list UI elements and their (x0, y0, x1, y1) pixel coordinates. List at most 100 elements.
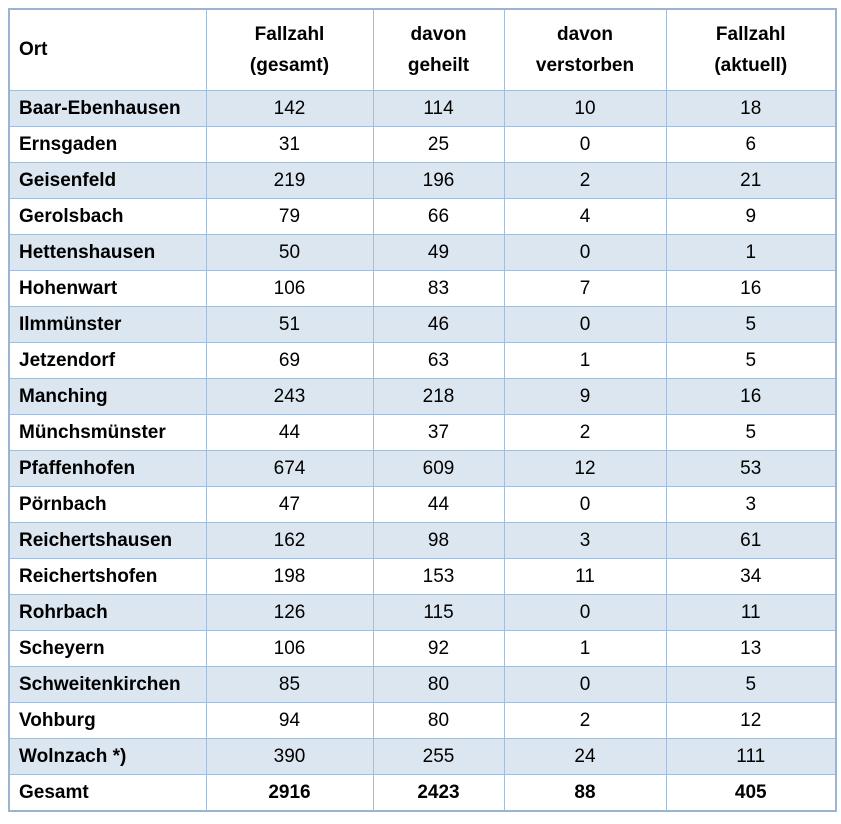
value-cell-gesamt: 162 (205, 522, 374, 559)
value-cell-aktuell: 61 (665, 522, 837, 559)
column-header-davon-verstorben: davon verstorben (503, 8, 667, 91)
value-cell-aktuell: 34 (665, 558, 837, 595)
value-cell-verstorben: 3 (503, 522, 667, 559)
table-row: Reichertshausen 162 98 3 61 (8, 522, 837, 559)
table-body: Baar-Ebenhausen 142 114 10 18 Ernsgaden 31 25 0 6… (8, 90, 837, 812)
value-cell-gesamt: 390 (205, 738, 374, 775)
table-row: Geisenfeld 219 196 2 21 (8, 162, 837, 199)
value-cell-verstorben: 24 (503, 738, 667, 775)
value-cell-verstorben: 4 (503, 198, 667, 235)
ort-cell: Baar-Ebenhausen (8, 90, 207, 127)
table-row: Baar-Ebenhausen 142 114 10 18 (8, 90, 837, 127)
header-row: Ort Fallzahl (gesamt) davon geheilt davo… (8, 8, 837, 91)
ort-cell: Scheyern (8, 630, 207, 667)
value-cell-aktuell: 18 (665, 90, 837, 127)
column-header-label: Fallzahl (715, 24, 786, 45)
value-cell-gesamt: 106 (205, 630, 374, 667)
value-cell-geheilt: 92 (372, 630, 505, 667)
ort-cell: Schweitenkirchen (8, 666, 207, 703)
ort-cell: Reichertshausen (8, 522, 207, 559)
value-cell-aktuell: 5 (665, 666, 837, 703)
value-cell-aktuell: 21 (665, 162, 837, 199)
ort-cell: Hohenwart (8, 270, 207, 307)
value-cell-verstorben: 0 (503, 486, 667, 523)
value-cell-gesamt: 47 (205, 486, 374, 523)
column-header-label: verstorben (535, 55, 635, 76)
value-cell-geheilt: 66 (372, 198, 505, 235)
value-cell-verstorben: 88 (503, 774, 667, 812)
value-cell-gesamt: 142 (205, 90, 374, 127)
column-header-label: Fallzahl (254, 24, 325, 45)
value-cell-verstorben: 0 (503, 306, 667, 343)
table-row: Ilmmünster 51 46 0 5 (8, 306, 837, 343)
value-cell-gesamt: 2916 (205, 774, 374, 812)
ort-cell: Manching (8, 378, 207, 415)
ort-cell: Hettenshausen (8, 234, 207, 271)
value-cell-aktuell: 5 (665, 342, 837, 379)
value-cell-gesamt: 44 (205, 414, 374, 451)
column-header-ort: Ort (8, 8, 207, 91)
column-header-label: Ort (19, 39, 48, 60)
table-row: Hettenshausen 50 49 0 1 (8, 234, 837, 271)
value-cell-aktuell: 1 (665, 234, 837, 271)
value-cell-geheilt: 46 (372, 306, 505, 343)
value-cell-gesamt: 94 (205, 702, 374, 739)
covid-cases-table: Ort Fallzahl (gesamt) davon geheilt davo… (8, 8, 837, 812)
column-header-label: (gesamt) (249, 55, 330, 76)
ort-cell: Gerolsbach (8, 198, 207, 235)
value-cell-geheilt: 255 (372, 738, 505, 775)
value-cell-gesamt: 219 (205, 162, 374, 199)
value-cell-gesamt: 243 (205, 378, 374, 415)
table-row: Ernsgaden 31 25 0 6 (8, 126, 837, 163)
ort-cell: Rohrbach (8, 594, 207, 631)
value-cell-aktuell: 6 (665, 126, 837, 163)
value-cell-aktuell: 13 (665, 630, 837, 667)
value-cell-geheilt: 49 (372, 234, 505, 271)
value-cell-geheilt: 153 (372, 558, 505, 595)
value-cell-geheilt: 98 (372, 522, 505, 559)
value-cell-gesamt: 126 (205, 594, 374, 631)
value-cell-verstorben: 1 (503, 630, 667, 667)
column-header-davon-geheilt: davon geheilt (372, 8, 505, 91)
value-cell-aktuell: 16 (665, 270, 837, 307)
ort-cell: Pfaffenhofen (8, 450, 207, 487)
value-cell-verstorben: 10 (503, 90, 667, 127)
value-cell-geheilt: 80 (372, 702, 505, 739)
value-cell-aktuell: 111 (665, 738, 837, 775)
table-row: Jetzendorf 69 63 1 5 (8, 342, 837, 379)
value-cell-gesamt: 674 (205, 450, 374, 487)
value-cell-aktuell: 5 (665, 414, 837, 451)
value-cell-gesamt: 85 (205, 666, 374, 703)
table-row: Münchsmünster 44 37 2 5 (8, 414, 837, 451)
value-cell-gesamt: 51 (205, 306, 374, 343)
value-cell-geheilt: 114 (372, 90, 505, 127)
value-cell-gesamt: 31 (205, 126, 374, 163)
column-header-label: davon (410, 24, 467, 45)
ort-cell: Wolnzach *) (8, 738, 207, 775)
table-row: Wolnzach *) 390 255 24 111 (8, 738, 837, 775)
value-cell-aktuell: 9 (665, 198, 837, 235)
value-cell-geheilt: 44 (372, 486, 505, 523)
value-cell-geheilt: 609 (372, 450, 505, 487)
value-cell-geheilt: 115 (372, 594, 505, 631)
ort-cell: Ernsgaden (8, 126, 207, 163)
value-cell-verstorben: 0 (503, 126, 667, 163)
table-row: Manching 243 218 9 16 (8, 378, 837, 415)
value-cell-geheilt: 37 (372, 414, 505, 451)
value-cell-geheilt: 2423 (372, 774, 505, 812)
value-cell-aktuell: 12 (665, 702, 837, 739)
value-cell-aktuell: 5 (665, 306, 837, 343)
value-cell-geheilt: 25 (372, 126, 505, 163)
table-row: Reichertshofen 198 153 11 34 (8, 558, 837, 595)
value-cell-verstorben: 2 (503, 702, 667, 739)
ort-cell: Geisenfeld (8, 162, 207, 199)
value-cell-geheilt: 63 (372, 342, 505, 379)
total-row: Gesamt 2916 2423 88 405 (8, 774, 837, 812)
value-cell-gesamt: 106 (205, 270, 374, 307)
ort-cell: Münchsmünster (8, 414, 207, 451)
value-cell-verstorben: 7 (503, 270, 667, 307)
table-row: Vohburg 94 80 2 12 (8, 702, 837, 739)
value-cell-gesamt: 198 (205, 558, 374, 595)
value-cell-aktuell: 3 (665, 486, 837, 523)
ort-cell: Vohburg (8, 702, 207, 739)
